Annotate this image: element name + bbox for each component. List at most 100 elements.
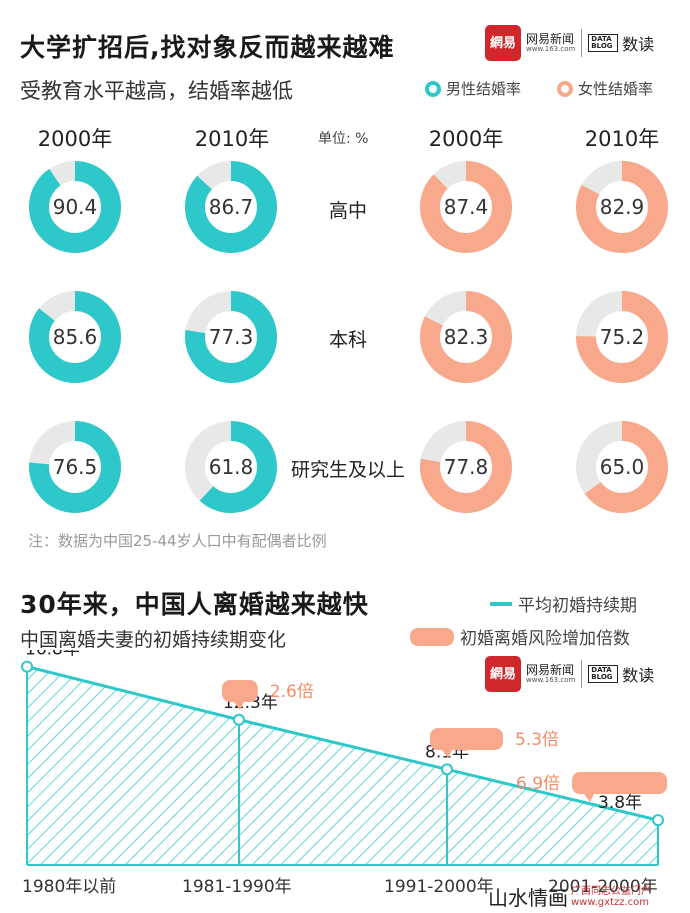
donut-value: 65.0 (600, 455, 645, 479)
x-label-2: 1991-2000年 (384, 877, 494, 897)
legend-female: 女性结婚率 (556, 78, 653, 99)
year-header-male-2010: 2010年 (194, 127, 270, 151)
donut-male-2000年-0: 90.4 (29, 161, 121, 253)
duration-point (21, 660, 33, 673)
donut-arc (185, 291, 277, 383)
legend-bar-swatch-icon (410, 627, 454, 646)
multiplier-pointer-icon (584, 794, 594, 802)
x-label-1: 1981-1990年 (182, 877, 292, 897)
donut-male-2010年-1: 77.3 (185, 291, 277, 383)
legend-male: 男性结婚率 (424, 78, 521, 99)
legend-male-label: 男性结婚率 (446, 80, 522, 98)
donut-arc (185, 421, 277, 513)
legend-line: 平均初婚持续期 (490, 591, 637, 616)
section1-note: 注：数据为中国25-44岁人口中有配偶者比例 (28, 532, 327, 550)
donut-value: 77.3 (209, 325, 254, 349)
duration-point (652, 814, 664, 827)
section1-subtitle: 受教育水平越高，结婚率越低 (20, 79, 293, 103)
legend-male-swatch-icon (425, 80, 441, 97)
section2-title: 30年来，中国人离婚越来越快 (20, 590, 369, 619)
row-label-graduate: 研究生及以上 (290, 459, 405, 481)
shudu-label-bottom: 数读 (622, 666, 655, 685)
donut-value: 90.4 (53, 195, 98, 219)
duration-line (26, 665, 659, 822)
multiplier-label: 5.3倍 (515, 730, 559, 750)
logo-name: 网易新闻 (526, 31, 575, 46)
watermark-main: 山水情画 (488, 886, 568, 910)
duration-point (233, 713, 245, 726)
donut-female-2000年-0: 87.4 (420, 161, 512, 253)
year-header-female-2000: 2000年 (428, 127, 504, 151)
datablog-logo-bottom: DATA BLOG (588, 665, 619, 683)
watermark: 山水情画 广西同志公益门户 www.gxtzz.com (488, 882, 651, 911)
donut-arc (576, 421, 668, 513)
donut-value: 82.9 (600, 195, 645, 219)
donut-value: 86.7 (209, 195, 254, 219)
x-label-0: 1980年以前 (22, 877, 117, 897)
donut-value: 82.3 (444, 325, 489, 349)
duration-area-chart: 16.8年12.3年8.1年3.8年2.6倍5.3倍6.9倍 (21, 650, 667, 866)
x-label-3: 2001-2000年 (548, 877, 658, 897)
donut-arc (29, 291, 121, 383)
donut-male-2000年-2: 76.5 (29, 421, 121, 513)
donut-arc (420, 421, 512, 513)
datablog-logo: DATA BLOG (588, 34, 619, 52)
unit-label: 单位: % (318, 131, 369, 147)
logo-name-bottom: 网易新闻 (526, 662, 575, 677)
row-label-bachelor: 本科 (328, 329, 367, 351)
multiplier-pointer-icon (234, 702, 244, 710)
donut-arc (576, 161, 668, 253)
legend-line-swatch-icon (490, 601, 512, 606)
netease-logo-icon: 網易 (485, 25, 521, 61)
donut-value: 75.2 (600, 325, 645, 349)
donut-value: 85.6 (53, 325, 98, 349)
duration-point (441, 763, 453, 776)
donut-value: 76.5 (53, 455, 98, 479)
donut-female-2010年-2: 65.0 (576, 421, 668, 513)
multiplier-pill-3: 6.9倍 (516, 772, 667, 802)
donut-female-2010年-1: 75.2 (576, 291, 668, 383)
section1-title: 大学扩招后,找对象反而越来越难 (20, 33, 395, 62)
donut-arc (185, 161, 277, 253)
donut-value: 87.4 (444, 195, 489, 219)
legend-female-swatch-icon (557, 80, 573, 97)
watermark-site: 广西同志公益门户 (571, 885, 651, 897)
donut-arc (29, 161, 121, 253)
legend-bar: 初婚离婚风险增加倍数 (410, 624, 630, 649)
donut-male-2000年-1: 85.6 (29, 291, 121, 383)
multiplier-bar (222, 680, 258, 702)
watermark-url: www.gxtzz.com (571, 896, 650, 908)
section2-subtitle: 中国离婚夫妻的初婚持续期变化 (20, 629, 287, 651)
duration-value-label: 16.8年 (25, 650, 80, 660)
donut-male-2010年-0: 86.7 (185, 161, 277, 253)
multiplier-pill-1: 2.6倍 (222, 680, 314, 710)
legend-bar-label: 初婚离婚风险增加倍数 (460, 629, 630, 649)
donut-arc (576, 291, 668, 383)
donut-female-2000年-1: 82.3 (420, 291, 512, 383)
donut-value: 77.8 (444, 455, 489, 479)
legend-line-label: 平均初婚持续期 (518, 596, 637, 616)
donut-arc (420, 291, 512, 383)
netease-logo-bottom: 網易 网易新闻 www.163.com DATA BLOG 数读 (485, 656, 654, 692)
multiplier-label: 6.9倍 (516, 774, 560, 794)
donut-female-2000年-2: 77.8 (420, 421, 512, 513)
donut-value: 61.8 (209, 455, 254, 479)
netease-logo-top: 網易 网易新闻 www.163.com DATA BLOG 数读 (485, 25, 654, 61)
area-fill (27, 666, 658, 865)
donut-grid: 90.4 85.6 76.5 86.7 77.3 61.8 87.4 82.3 77.8 82.9… (29, 161, 668, 513)
year-header-male-2000: 2000年 (37, 127, 113, 151)
donut-arc (29, 421, 121, 513)
donut-arc (420, 161, 512, 253)
year-header-female-2010: 2010年 (584, 127, 660, 151)
multiplier-bar (430, 728, 503, 750)
duration-value-label: 3.8年 (598, 793, 642, 813)
legend-female-label: 女性结婚率 (578, 80, 654, 98)
multiplier-bar (572, 772, 667, 794)
donut-male-2010年-2: 61.8 (185, 421, 277, 513)
multiplier-pointer-icon (442, 750, 452, 758)
multiplier-pill-2: 5.3倍 (430, 728, 559, 758)
donut-female-2010年-0: 82.9 (576, 161, 668, 253)
netease-logo-icon-bottom: 網易 (485, 656, 521, 692)
logo-url: www.163.com (526, 44, 576, 53)
shudu-label: 数读 (622, 35, 655, 54)
